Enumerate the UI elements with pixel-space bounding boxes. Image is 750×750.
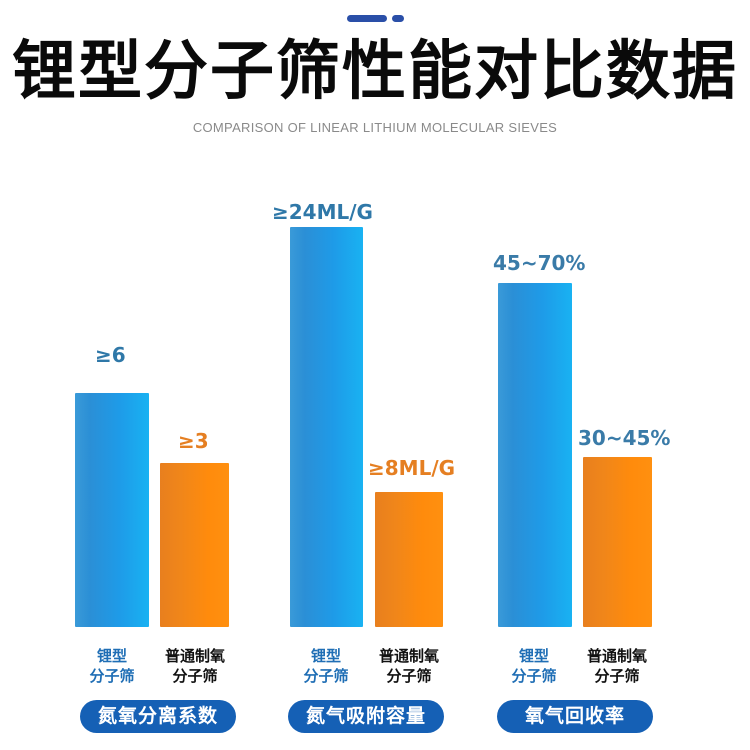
label-line: 分子筛	[594, 667, 640, 685]
label-line: 锂型	[518, 647, 549, 665]
category-label-lithium: 锂型 分子筛	[494, 646, 574, 686]
value-label: ≥3	[178, 429, 209, 453]
category-label-ordinary: 普通制氧 分子筛	[152, 646, 238, 686]
label-line: 锂型	[310, 647, 341, 665]
bar-ordinary-recovery	[583, 457, 652, 627]
value-label: 30~45%	[578, 426, 671, 450]
bar-lithium-recovery	[498, 283, 572, 627]
label-line: 普通制氧	[378, 647, 439, 665]
label-line: 普通制氧	[164, 647, 225, 665]
label-line: 分子筛	[386, 667, 432, 685]
metric-pill-adsorption: 氮气吸附容量	[288, 700, 444, 733]
value-label: 45~70%	[493, 251, 586, 275]
bar-lithium-adsorption	[290, 227, 363, 627]
metric-pill-separation: 氮氧分离系数	[80, 700, 236, 733]
label-line: 分子筛	[172, 667, 218, 685]
category-label-lithium: 锂型 分子筛	[72, 646, 152, 686]
label-line: 普通制氧	[586, 647, 647, 665]
metric-pill-recovery: 氧气回收率	[497, 700, 653, 733]
category-label-ordinary: 普通制氧 分子筛	[574, 646, 660, 686]
label-line: 锂型	[96, 647, 127, 665]
label-line: 分子筛	[303, 667, 349, 685]
bar-ordinary-separation	[160, 463, 229, 627]
page-title: 锂型分子筛性能对比数据	[12, 35, 738, 109]
title-decoration-dash	[347, 15, 387, 22]
value-label: ≥6	[95, 343, 126, 367]
label-line: 分子筛	[89, 667, 135, 685]
page-subtitle: COMPARISON OF LINEAR LITHIUM MOLECULAR S…	[192, 120, 558, 135]
bar-ordinary-adsorption	[375, 492, 443, 627]
label-line: 分子筛	[511, 667, 557, 685]
category-label-lithium: 锂型 分子筛	[286, 646, 366, 686]
title-decoration-dot	[392, 15, 404, 22]
value-label: ≥24ML/G	[272, 200, 373, 224]
value-label: ≥8ML/G	[368, 456, 456, 480]
bar-lithium-separation	[75, 393, 149, 627]
category-label-ordinary: 普通制氧 分子筛	[366, 646, 452, 686]
